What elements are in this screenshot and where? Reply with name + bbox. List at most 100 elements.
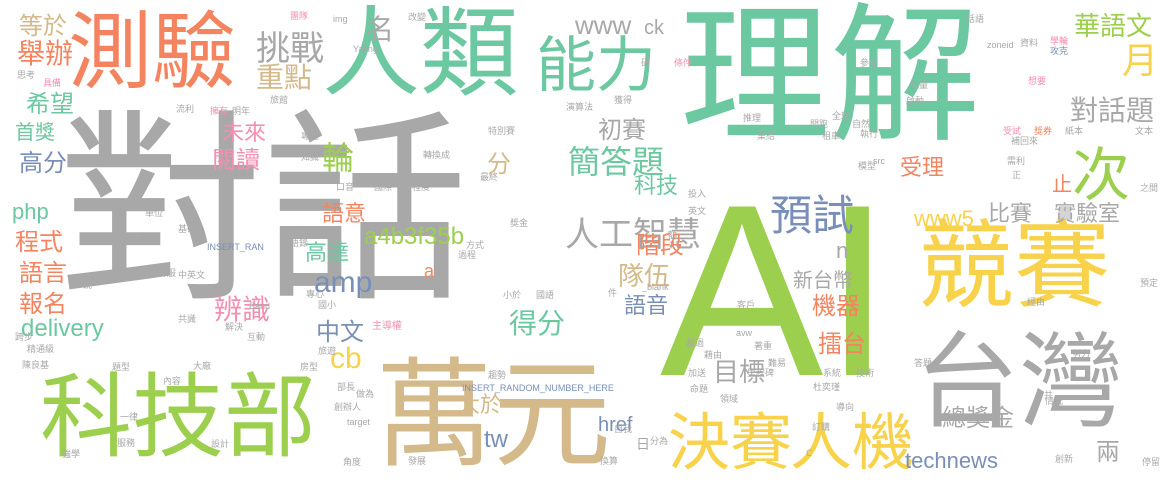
word: 補回來 <box>1011 137 1039 147</box>
word: 單位 <box>145 209 164 219</box>
word: 陳良基 <box>22 361 50 371</box>
word: 分為 <box>650 437 669 447</box>
word: 兩 <box>1096 438 1120 466</box>
word: 決賽 <box>668 406 793 479</box>
word: 房型 <box>300 363 319 373</box>
word: INSERT_RANDOM_NUMBER_HERE <box>462 383 614 393</box>
word: 競賽 <box>918 210 1110 322</box>
word: 系統 <box>823 369 842 379</box>
word: 科技部 <box>40 364 317 471</box>
word: 語錄 <box>290 239 309 249</box>
word: a4b3f35b <box>364 223 465 250</box>
word: 著重 <box>754 342 773 352</box>
word: 難易 <box>768 359 787 369</box>
word: 攻克 <box>1050 47 1069 57</box>
word: 經由 <box>1027 298 1046 308</box>
word: 得分 <box>509 307 566 340</box>
word: 件 <box>608 289 618 299</box>
word: 加送 <box>688 369 707 379</box>
word: 客服 <box>158 269 177 279</box>
word: 總獎金 <box>942 404 1014 432</box>
word: 日 <box>636 437 650 453</box>
word: 小於 <box>503 291 522 301</box>
word: 創辦人 <box>334 403 362 413</box>
word: 萬元 <box>375 346 612 482</box>
word: 中文 <box>316 318 364 346</box>
word: 測驗 <box>68 3 237 101</box>
word: 共識 <box>178 315 197 325</box>
word: 階段 <box>636 231 684 259</box>
word: 人類 <box>322 0 519 111</box>
word: 人機 <box>790 406 915 479</box>
word: 未來 <box>222 121 267 146</box>
word: amp <box>314 266 373 299</box>
word: 正 <box>1012 171 1022 181</box>
word: 啟動 <box>906 97 925 107</box>
word: www <box>575 10 632 40</box>
word: 趨勢 <box>488 371 507 381</box>
word: 改變 <box>408 13 427 23</box>
word: 隊伍 <box>618 262 671 292</box>
word: 旅館 <box>270 96 289 106</box>
word: www5 <box>914 206 974 231</box>
word: 過程 <box>458 251 477 261</box>
word: 受試 <box>1003 127 1022 137</box>
word: AI <box>660 153 892 427</box>
word: 機器 <box>812 292 860 320</box>
word: 名 <box>366 13 395 46</box>
word: 精通級 <box>27 345 55 355</box>
word: 科技 <box>634 174 679 199</box>
word: 學輪 <box>1050 37 1069 47</box>
word: 國語 <box>536 291 555 301</box>
word: 停留 <box>1142 458 1161 468</box>
word: 自然 <box>852 120 871 130</box>
word: 強學 <box>62 450 81 460</box>
word: technews <box>905 448 998 473</box>
word: 跨步 <box>15 333 34 343</box>
word: 租車 <box>822 132 841 142</box>
word: 角度 <box>343 458 362 468</box>
word: 之間 <box>1140 184 1159 194</box>
word: 程度 <box>412 183 431 193</box>
word: 專注 <box>301 132 320 142</box>
word: 月 <box>1122 41 1159 82</box>
word: 預試 <box>770 191 855 240</box>
word: 答題 <box>914 359 933 369</box>
word: 技術 <box>856 369 875 379</box>
word: 共 <box>1044 391 1054 401</box>
word: 實驗室 <box>1054 202 1121 227</box>
word: 方式 <box>466 241 485 251</box>
word: 文本 <box>1135 127 1154 137</box>
word: 灰難 <box>130 233 149 243</box>
word: 國際 <box>374 183 393 193</box>
word: 參考 <box>860 59 879 69</box>
word: 部長 <box>337 383 356 393</box>
word: 新台幣 <box>793 268 853 292</box>
word: 領域 <box>720 395 739 405</box>
word: 研 <box>641 59 651 69</box>
word: 挑戰 <box>256 29 324 69</box>
word: 思考 <box>17 71 36 81</box>
word: 重點 <box>256 61 313 94</box>
word: 高達 <box>305 241 350 266</box>
word: 簡答題 <box>568 143 665 181</box>
word: delivery <box>21 315 104 342</box>
word: 止 <box>1052 172 1072 196</box>
word: 獎金 <box>510 219 529 229</box>
word: php <box>12 199 49 224</box>
word: 知識 <box>301 153 320 163</box>
word: 模型 <box>858 162 877 172</box>
word: 獎券 <box>1034 127 1053 137</box>
word: 高分 <box>19 149 67 177</box>
word: 等於 <box>19 12 67 40</box>
word: 條件 <box>674 59 693 69</box>
word: 流利 <box>176 105 195 115</box>
word: 程式 <box>15 228 63 256</box>
word: 命題 <box>690 385 709 395</box>
word: 全球 <box>832 112 851 122</box>
word: 華語文 <box>1074 12 1153 42</box>
word: 推理 <box>743 114 762 124</box>
word: 次 <box>1072 141 1131 209</box>
word: 說 <box>83 281 93 291</box>
word: 努力 <box>1072 350 1091 360</box>
